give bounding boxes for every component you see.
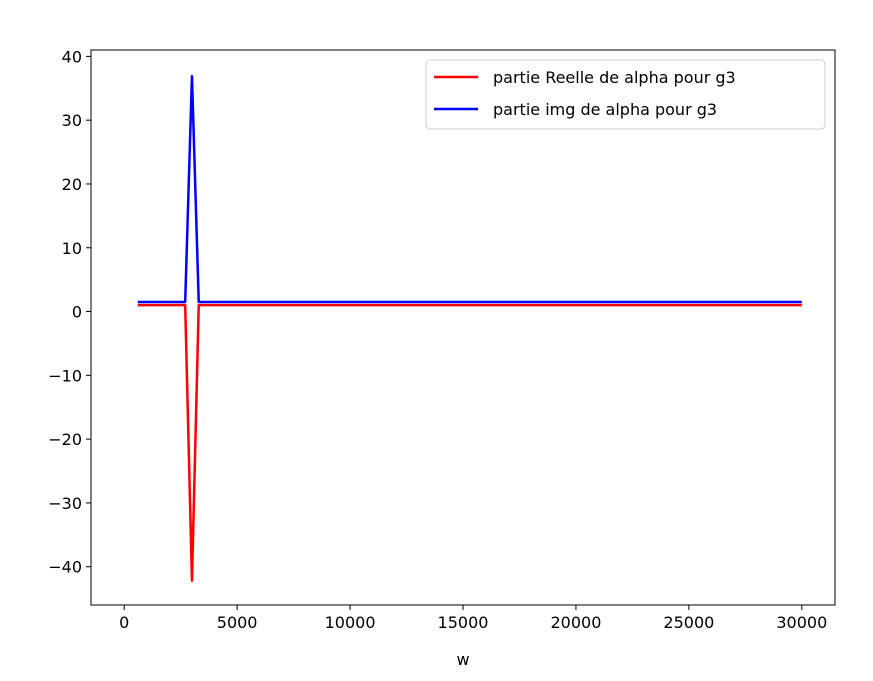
x-axis-label: w bbox=[456, 650, 469, 669]
x-tick-label: 0 bbox=[119, 613, 129, 632]
x-tick-label: 30000 bbox=[776, 613, 827, 632]
y-tick-label: 20 bbox=[62, 175, 82, 194]
y-tick-label: −10 bbox=[48, 366, 82, 385]
x-tick-label: 10000 bbox=[325, 613, 376, 632]
y-tick-label: −40 bbox=[48, 558, 82, 577]
series-line-1 bbox=[137, 303, 802, 583]
y-tick-label: 30 bbox=[62, 111, 82, 130]
x-tick-label: 5000 bbox=[217, 613, 258, 632]
legend-label-1: partie Reelle de alpha pour g3 bbox=[493, 68, 736, 87]
y-tick-label: −30 bbox=[48, 494, 82, 513]
series-layer bbox=[137, 74, 802, 583]
y-tick-label: −20 bbox=[48, 430, 82, 449]
y-axis: 40 30 20 10 0 −10 −20 −30 −40 bbox=[48, 47, 91, 577]
x-tick-label: 15000 bbox=[438, 613, 489, 632]
legend: partie Reelle de alpha pour g3 partie img… bbox=[425, 59, 826, 130]
series-line-2 bbox=[137, 74, 802, 304]
legend-box bbox=[425, 59, 826, 130]
x-axis: 0 5000 10000 15000 20000 25000 30000 bbox=[119, 605, 827, 632]
y-tick-label: 10 bbox=[62, 239, 82, 258]
y-tick-label: 0 bbox=[72, 303, 82, 322]
x-tick-label: 20000 bbox=[550, 613, 601, 632]
legend-label-2: partie img de alpha pour g3 bbox=[493, 100, 717, 119]
x-tick-label: 25000 bbox=[663, 613, 714, 632]
y-tick-label: 40 bbox=[62, 47, 82, 66]
